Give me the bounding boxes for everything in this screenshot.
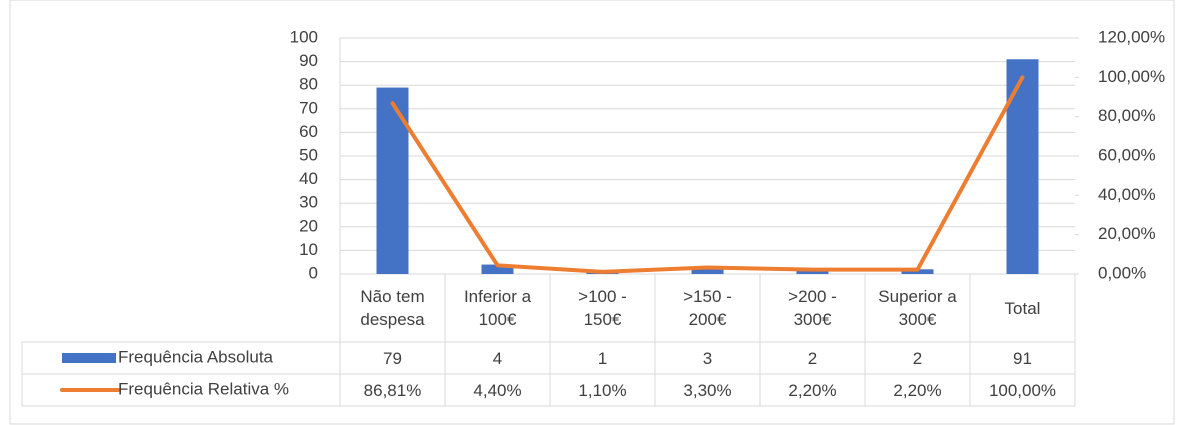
data-table-value: 86,81% [363, 380, 422, 400]
category-label: Total [1004, 298, 1041, 318]
bar [1006, 59, 1039, 274]
data-table-value: 2,20% [788, 380, 837, 400]
y-tick-label: 70 [299, 98, 318, 117]
bar [481, 264, 514, 274]
data-table-value: 79 [383, 348, 402, 368]
category-label: Inferior a 100€ [463, 287, 532, 329]
bar [376, 87, 409, 274]
y2-tick-label: 0,00% [1098, 263, 1146, 282]
data-table-value: 2 [912, 348, 923, 368]
y2-tick-label: 20,00% [1098, 224, 1156, 243]
data-table-value: 91 [1013, 348, 1032, 368]
data-table-value: 100,00% [988, 380, 1057, 400]
y2-tick-label: 40,00% [1098, 185, 1156, 204]
y-tick-label: 100 [290, 27, 318, 46]
category-label: >100 - 150€ [578, 287, 627, 329]
line [390, 75, 1025, 274]
category-label: >200 - 300€ [788, 287, 837, 329]
y2-tick-label: 60,00% [1098, 145, 1156, 164]
legend-label: Frequência Absoluta [118, 347, 274, 366]
legend-label: Frequência Relativa % [118, 379, 289, 398]
data-table-value: 2,20% [893, 380, 942, 400]
data-table-value: 1,10% [578, 380, 627, 400]
y-tick-label: 40 [299, 169, 318, 188]
y-tick-label: 10 [299, 240, 318, 259]
category-label: Não tem despesa [360, 287, 425, 329]
bar [691, 266, 724, 274]
y-tick-label: 60 [299, 122, 318, 141]
y-tick-label: 0 [309, 263, 318, 282]
y-tick-label: 20 [299, 216, 318, 235]
category-label: Superior a 300€ [878, 287, 957, 329]
category-label: >150 - 200€ [683, 287, 732, 329]
data-table-value: 2 [807, 348, 818, 368]
data-table-value: 4,40% [473, 380, 522, 400]
data-table-value: 1 [597, 348, 608, 368]
y-tick-label: 30 [299, 193, 318, 212]
data-table-value: 4 [492, 348, 503, 368]
data-table-value: 3,30% [683, 380, 732, 400]
y2-tick-label: 120,00% [1098, 27, 1165, 46]
chart-border [9, 0, 1175, 425]
y2-tick-label: 100,00% [1098, 67, 1165, 86]
data-table-value: 3 [702, 348, 713, 368]
y-tick-label: 90 [299, 51, 318, 70]
legend-key [62, 353, 116, 363]
y-tick-label: 50 [299, 145, 318, 164]
y2-tick-label: 80,00% [1098, 106, 1156, 125]
y-tick-label: 80 [299, 75, 318, 94]
